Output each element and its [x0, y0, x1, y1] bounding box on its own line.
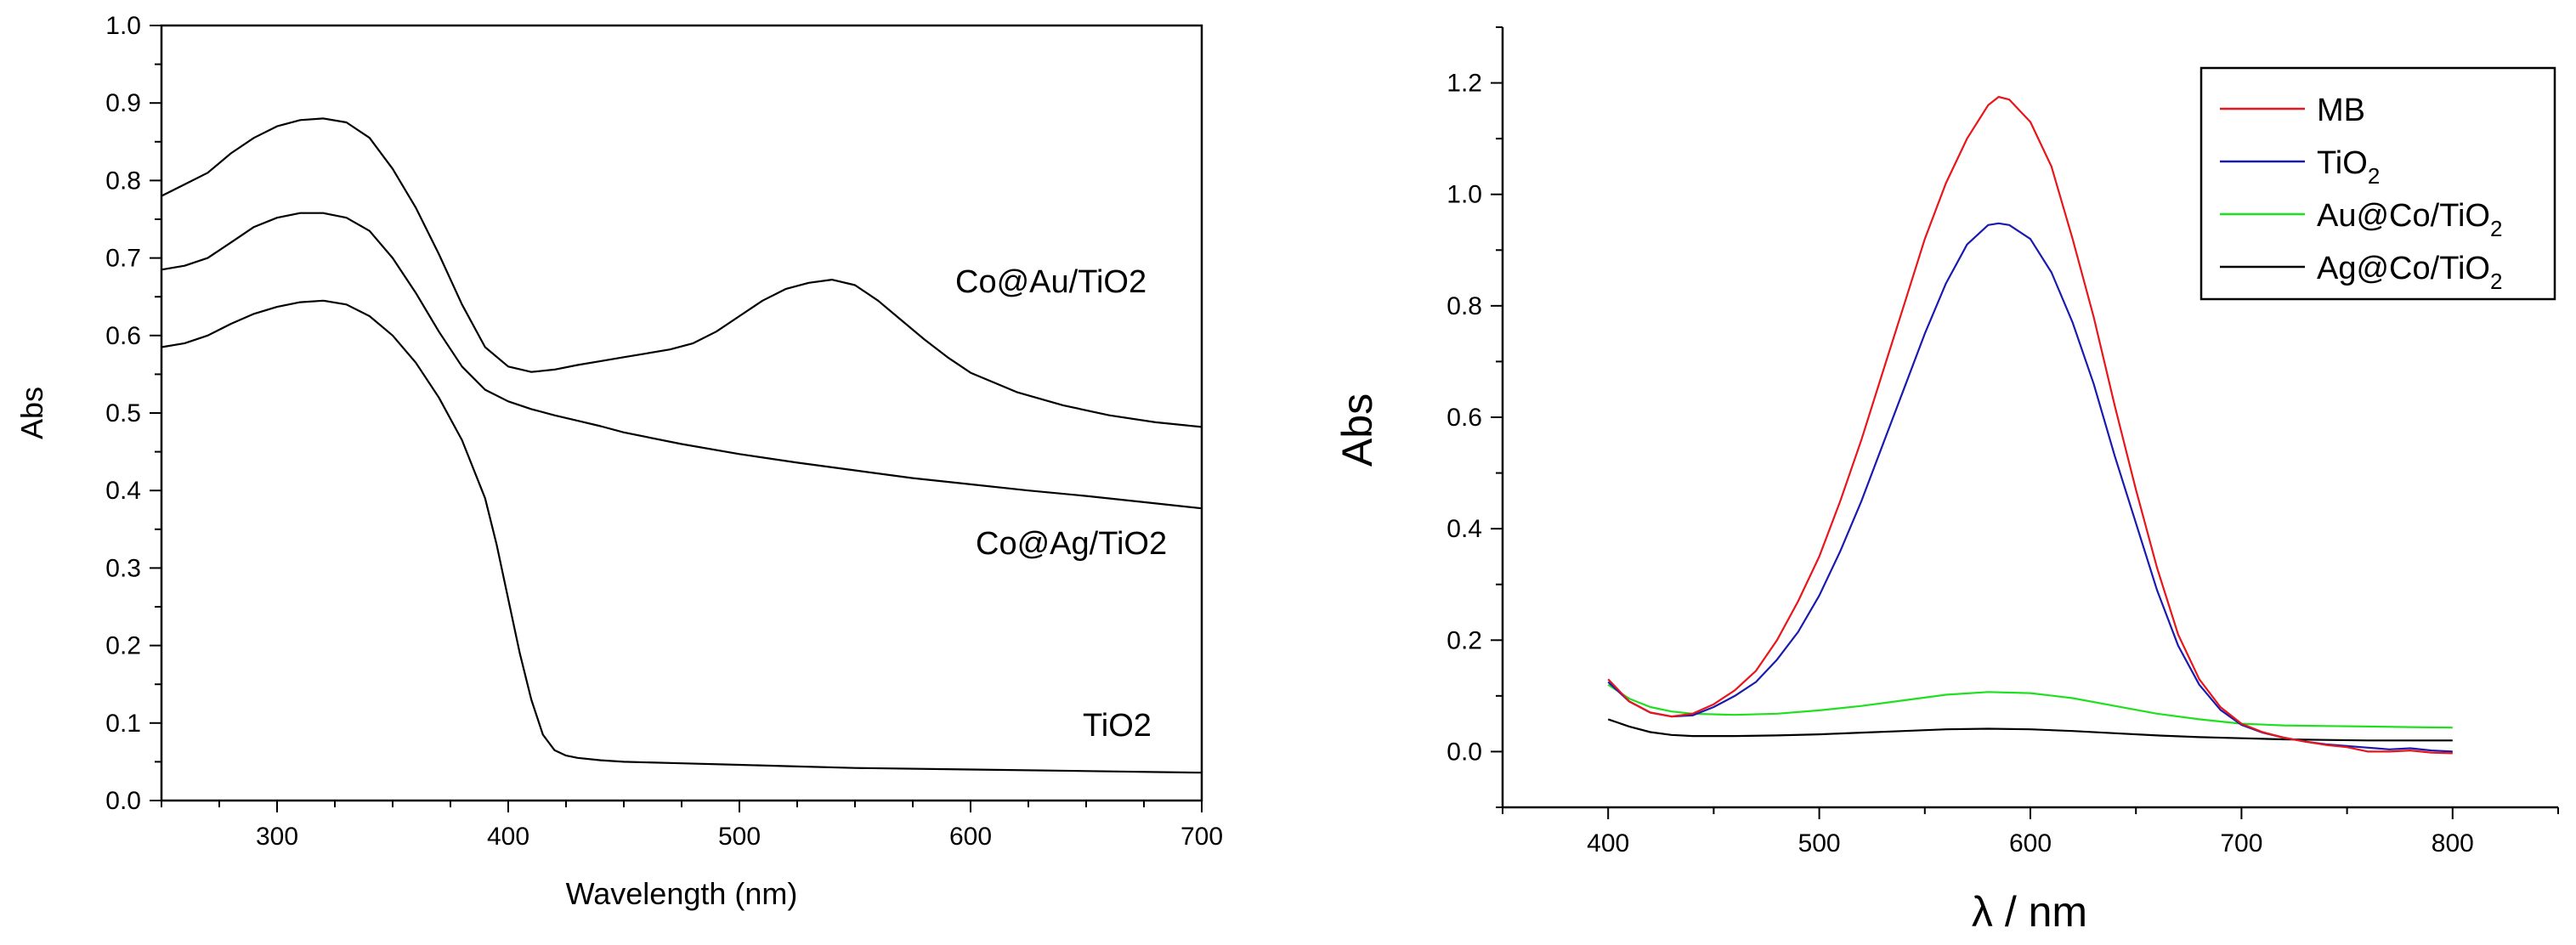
legend-label-mb: MB — [2317, 93, 2365, 128]
left-y-tick-label: 0.0 — [105, 787, 141, 815]
right-series-line-mb — [1607, 95, 2453, 755]
right-chart: 400 500 600 700 800 0.0 0.2 0.4 0.6 0.8 1.0 1.2 λ … — [1333, 26, 2559, 936]
left-y-tick-label: 0.1 — [105, 710, 141, 738]
right-y-tick-label: 1.2 — [1447, 70, 1482, 98]
left-plot-frame — [160, 24, 1203, 802]
right-x-tick-label: 500 — [1798, 829, 1841, 857]
right-x-tick-label: 800 — [2432, 829, 2474, 857]
legend-item-ag-co-tio2: Ag@Co/TiO2 — [2220, 251, 2502, 294]
legend-item-au-co-tio2: Au@Co/TiO2 — [2220, 198, 2502, 241]
right-y-ticks: 0.0 0.2 0.4 0.6 0.8 1.0 1.2 — [1447, 26, 1503, 808]
legend-label-ag-co-tio2-main: Ag@Co/TiO — [2317, 251, 2490, 286]
left-y-tick-label: 0.2 — [105, 632, 141, 660]
right-y-tick-label: 0.0 — [1447, 738, 1482, 766]
left-y-axis-title: Abs — [14, 387, 49, 439]
left-y-tick-label: 0.6 — [105, 322, 141, 350]
left-x-tick-label: 400 — [487, 823, 529, 851]
annotation-tio2: TiO2 — [1083, 708, 1152, 744]
legend-label-mb-main: MB — [2317, 93, 2365, 128]
right-series-line-ag-co-tio2 — [1607, 718, 2453, 742]
left-x-tick-label: 500 — [718, 823, 761, 851]
left-y-tick-label: 0.5 — [105, 399, 141, 427]
left-y-tick-label: 0.8 — [105, 167, 141, 195]
annotation-co-au-tio2: Co@Au/TiO2 — [955, 264, 1146, 300]
legend-label-tio2-sub: 2 — [2368, 163, 2380, 189]
legend-label-au-co-tio2-sub: 2 — [2490, 216, 2502, 241]
right-x-ticks: 400 500 600 700 800 — [1502, 807, 2559, 857]
legend-item-tio2: TiO2 — [2220, 145, 2380, 189]
legend-label-tio2: TiO2 — [2317, 145, 2380, 189]
left-x-tick-label: 700 — [1180, 823, 1223, 851]
right-y-axis-title: Abs — [1333, 393, 1381, 467]
legend-box — [2200, 66, 2556, 301]
left-x-ticks: 300 400 500 600 700 — [161, 801, 1223, 851]
right-x-tick-label: 600 — [2009, 829, 2052, 857]
legend-label-ag-co-tio2: Ag@Co/TiO2 — [2317, 251, 2502, 294]
left-y-tick-label: 0.7 — [105, 245, 141, 273]
right-x-axis-title: λ / nm — [1972, 888, 2087, 936]
left-y-tick-label: 1.0 — [105, 12, 141, 40]
right-x-tick-label: 400 — [1587, 829, 1629, 857]
right-y-tick-label: 0.2 — [1447, 626, 1482, 654]
left-x-tick-label: 300 — [256, 823, 298, 851]
right-y-tick-label: 0.4 — [1447, 515, 1482, 543]
left-y-ticks: 0.0 0.1 0.2 0.3 0.4 0.5 0.6 0.7 0.8 0.9 1.0 — [105, 12, 161, 815]
right-series-line-au-co-tio2 — [1607, 683, 2453, 729]
left-chart: 300 400 500 600 700 0.0 0.1 0.2 0.3 0.4 0.5 0.6 0.7… — [14, 12, 1223, 911]
legend-label-au-co-tio2-main: Au@Co/TiO — [2317, 198, 2490, 234]
left-y-tick-label: 0.9 — [105, 89, 141, 117]
right-series-line-tio2 — [1607, 222, 2453, 753]
left-x-tick-label: 600 — [949, 823, 992, 851]
annotation-co-ag-tio2: Co@Ag/TiO2 — [976, 526, 1167, 562]
right-y-tick-label: 0.6 — [1447, 404, 1482, 432]
legend: MB TiO2 Au@Co/TiO2 Ag@Co/TiO2 — [2200, 66, 2556, 301]
right-x-tick-label: 700 — [2220, 829, 2262, 857]
left-series-line-co-ag-tio2 — [161, 212, 1203, 510]
legend-label-au-co-tio2: Au@Co/TiO2 — [2317, 198, 2502, 241]
left-series-line-co-au-tio2 — [161, 117, 1203, 428]
left-x-axis-title: Wavelength (nm) — [566, 876, 798, 911]
left-series-line-tio2 — [161, 299, 1203, 774]
legend-item-mb: MB — [2220, 93, 2365, 128]
right-y-tick-label: 1.0 — [1447, 181, 1482, 209]
right-y-tick-label: 0.8 — [1447, 292, 1482, 320]
legend-label-tio2-main: TiO — [2317, 145, 2368, 181]
right-chart-series — [1607, 95, 2453, 755]
left-y-tick-label: 0.3 — [105, 554, 141, 582]
legend-label-ag-co-tio2-sub: 2 — [2490, 269, 2502, 294]
left-chart-series — [161, 117, 1203, 774]
left-y-tick-label: 0.4 — [105, 477, 141, 505]
